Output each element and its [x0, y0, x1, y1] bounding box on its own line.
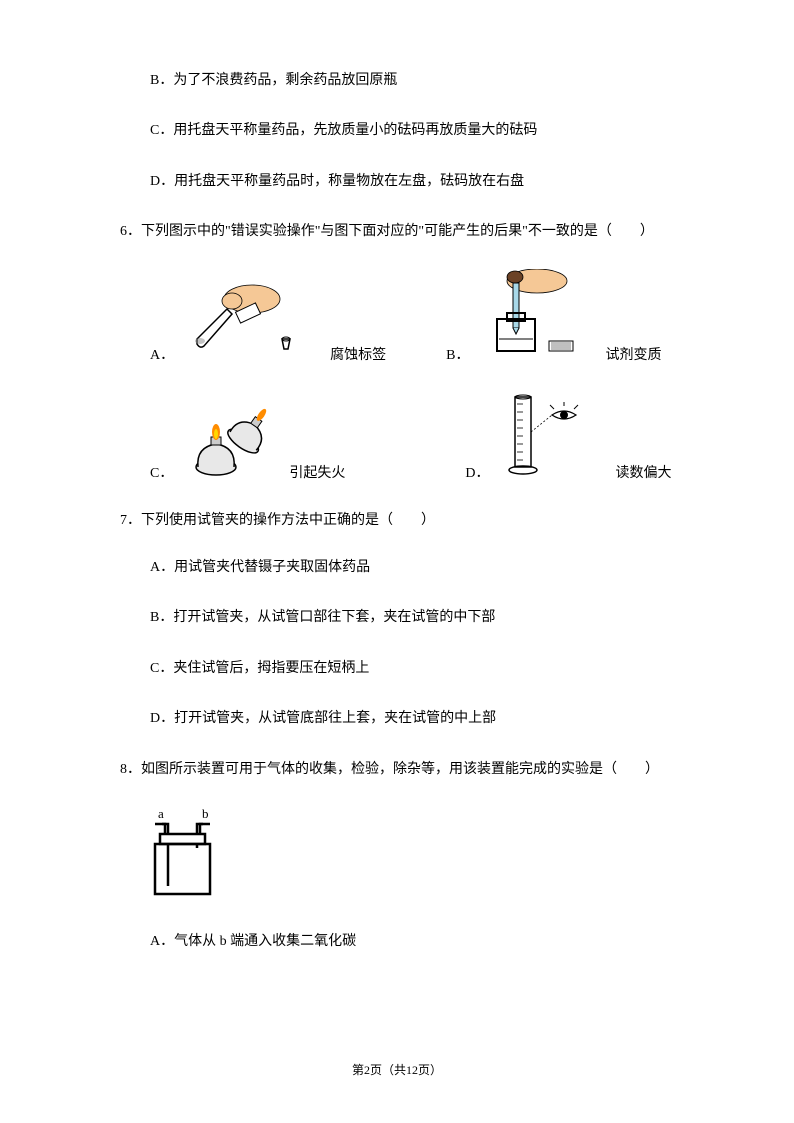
q6-item-d: D． [465, 392, 671, 482]
q6-stem: 6．下列图示中的"错误实验操作"与图下面对应的"可能产生的后果"不一致的是（ ） [120, 221, 674, 243]
q6-d-caption: 读数偏大 [615, 462, 671, 482]
q6-a-caption: 腐蚀标签 [330, 344, 386, 364]
q8-stem: 8．如图所示装置可用于气体的收集，检验，除杂等，用该装置能完成的实验是（ ） [120, 759, 674, 781]
q8-option-a: A．气体从 b 端通入收集二氧化碳 [120, 931, 674, 953]
q7-option-c: C．夹住试管后，拇指要压在短柄上 [120, 658, 674, 680]
q5-option-b: B．为了不浪费药品，剩余药品放回原瓶 [120, 70, 674, 92]
q6-item-a: A． 腐蚀标签 [150, 279, 386, 364]
q6-diagram-d-icon [497, 392, 597, 482]
q6-diagram-c-icon [181, 402, 271, 482]
q6-item-c: C． 引起失火 [150, 402, 345, 482]
q7-option-a: A．用试管夹代替镊子夹取固体药品 [120, 557, 674, 579]
q7-option-b: B．打开试管夹，从试管口部往下套，夹在试管的中下部 [120, 607, 674, 629]
q8-diagram-icon: a b [150, 806, 674, 906]
q5-option-c: C．用托盘天平称量药品，先放质量小的砝码再放质量大的砝码 [120, 120, 674, 142]
q6-image-row-2: C． 引起失火 D． [120, 392, 674, 482]
q6-c-label: C． [150, 462, 173, 482]
q7-option-d: D．打开试管夹，从试管底部往上套，夹在试管的中上部 [120, 708, 674, 730]
q6-diagram-b-icon [477, 269, 587, 364]
q6-b-label: B． [446, 344, 469, 364]
q6-item-b: B． 试剂变质 [446, 269, 661, 364]
q7-stem: 7．下列使用试管夹的操作方法中正确的是（ ） [120, 510, 674, 532]
q8-label-a: a [158, 806, 164, 821]
q6-a-label: A． [150, 344, 174, 364]
q6-b-caption: 试剂变质 [605, 344, 661, 364]
q6-d-label: D． [465, 462, 489, 482]
q8-label-b: b [202, 806, 209, 821]
q6-c-caption: 引起失火 [289, 462, 345, 482]
q6-image-row-1: A． 腐蚀标签 B． [120, 269, 674, 364]
q5-option-d: D．用托盘天平称量药品时，称量物放在左盘，砝码放在右盘 [120, 171, 674, 193]
page-footer: 第2页（共12页） [0, 1061, 794, 1078]
q6-diagram-a-icon [182, 279, 312, 364]
